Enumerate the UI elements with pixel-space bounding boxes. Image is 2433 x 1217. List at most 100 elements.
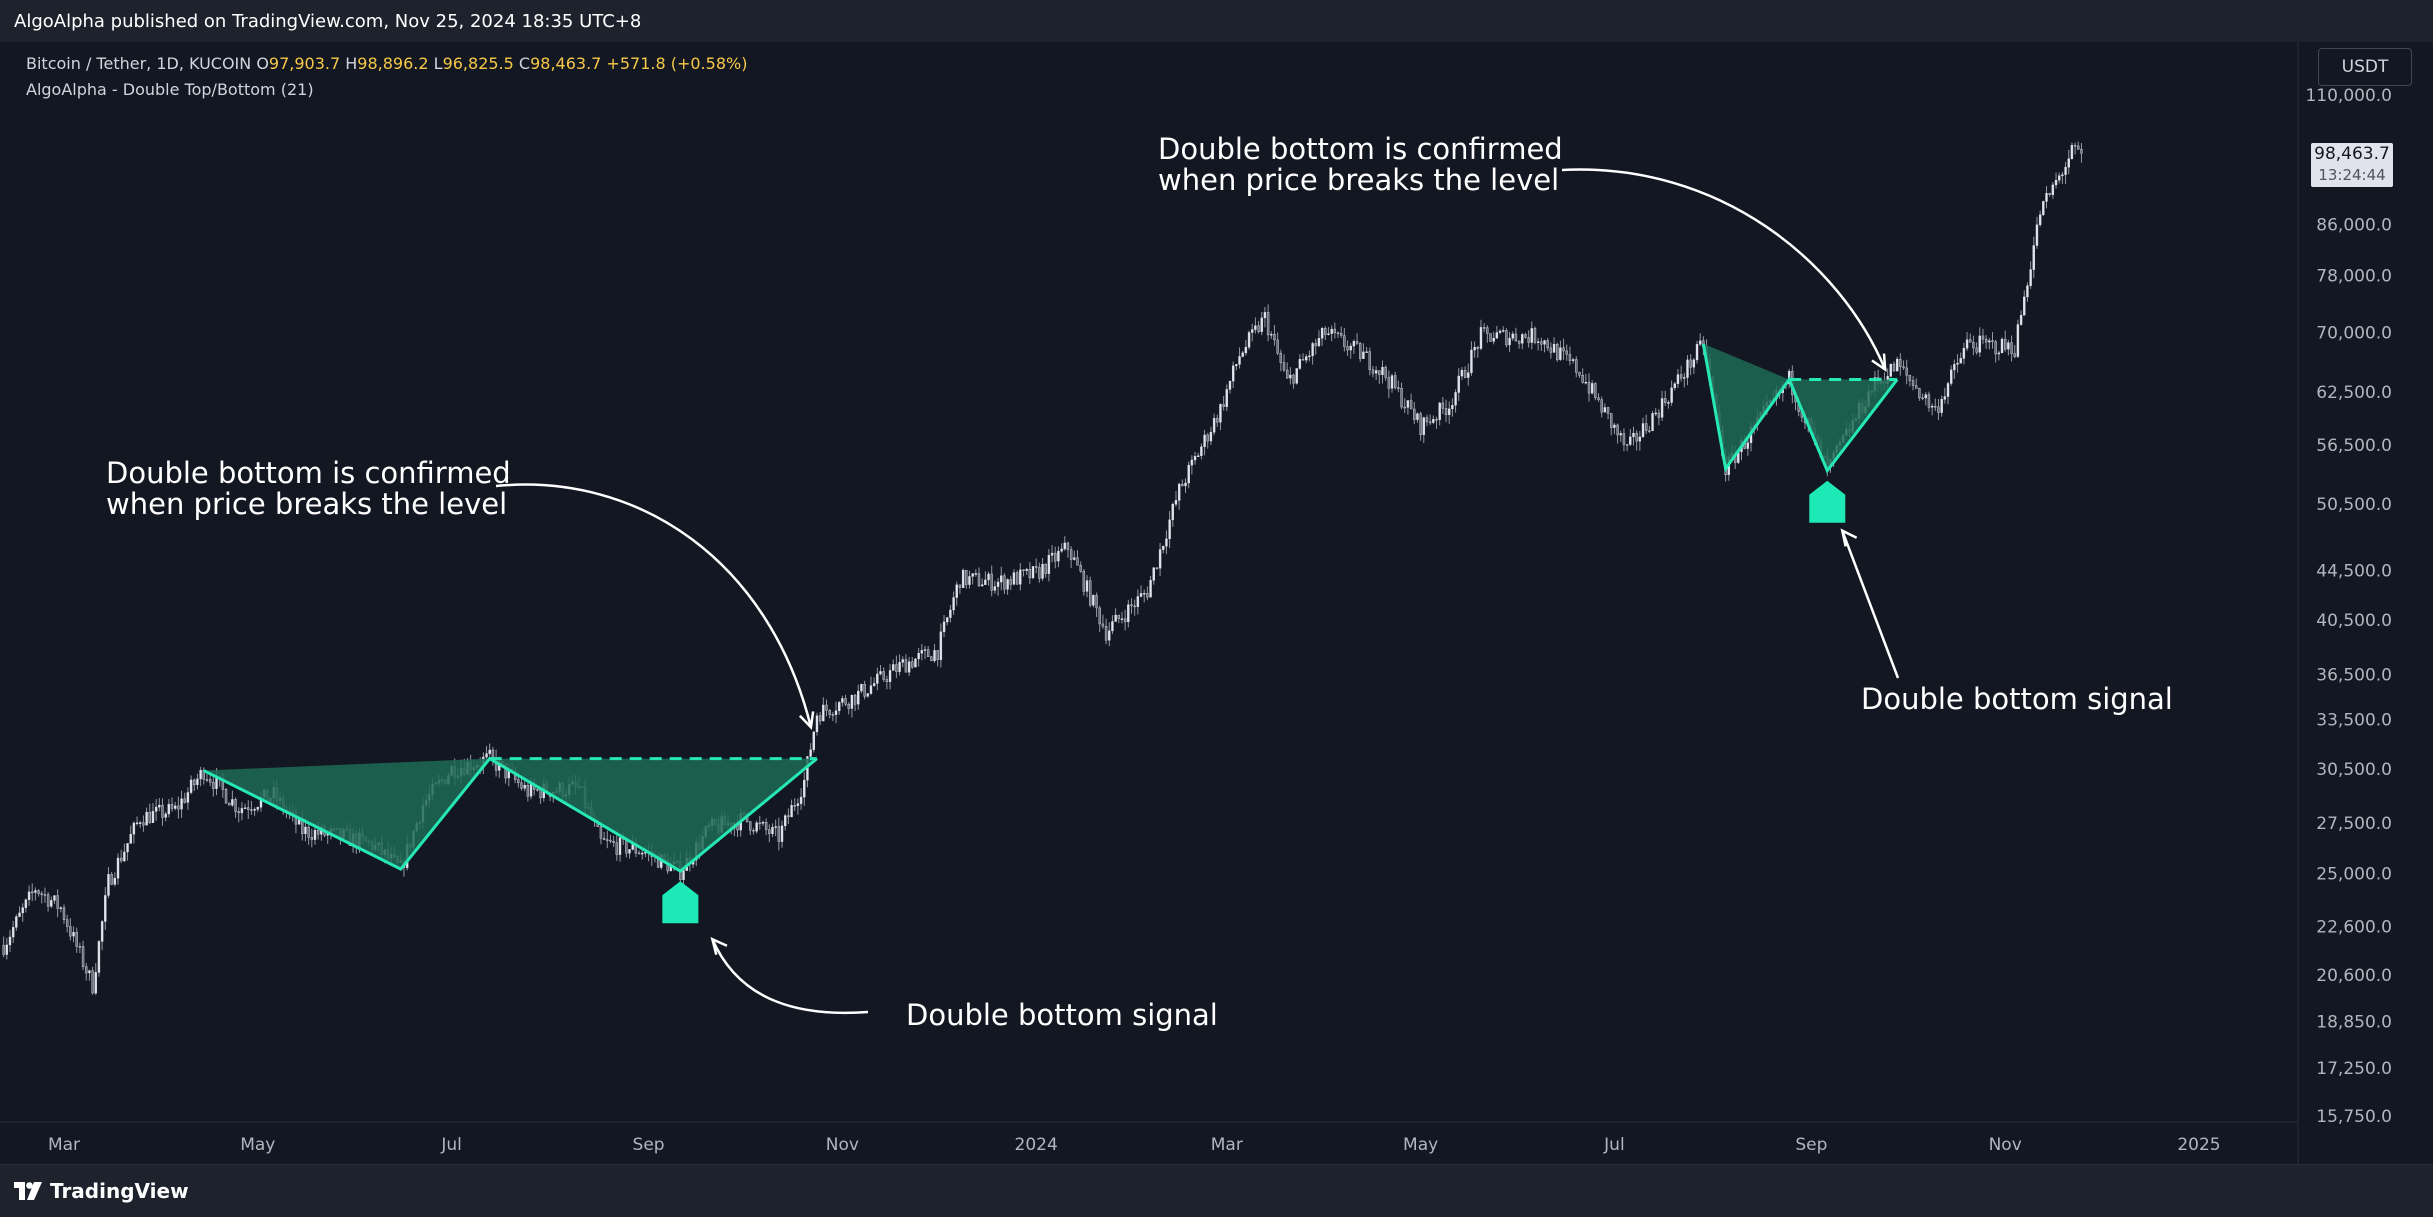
confirm-right-line2: when price breaks the level (1158, 163, 1560, 197)
candle (1104, 618, 1108, 645)
x-tick-label: Mar (48, 1135, 80, 1155)
y-tick-label: 56,500.0 (2316, 436, 2392, 456)
candle (971, 573, 974, 585)
candle (1308, 350, 1311, 362)
footer-bar: TradingView (0, 1164, 2433, 1217)
candle (183, 792, 186, 804)
candle (1289, 367, 1292, 385)
candle (1406, 400, 1410, 415)
candle (796, 798, 800, 815)
candle (1950, 365, 1953, 386)
double-bottom-signal-marker[interactable] (1809, 480, 1846, 523)
confirm-left-line2: when price breaks the level (106, 487, 508, 521)
candle (1943, 387, 1947, 404)
candle (1095, 592, 1098, 617)
annotation-arrows (495, 168, 1900, 1015)
candle (1108, 622, 1111, 647)
candle (158, 797, 161, 812)
candle (1158, 542, 1162, 577)
candle (1197, 452, 1200, 457)
candle (1965, 332, 1969, 352)
candle (91, 966, 94, 995)
candle (857, 684, 860, 710)
candle (1378, 370, 1381, 384)
candle (1365, 347, 1368, 353)
candle (1292, 373, 1295, 389)
candle (1556, 342, 1559, 362)
candle (901, 656, 904, 668)
candle (1085, 575, 1089, 598)
candle (1559, 340, 1562, 361)
candle (212, 775, 215, 797)
candle (780, 820, 784, 848)
candle (1015, 570, 1019, 585)
candle (31, 883, 34, 902)
candle (828, 709, 831, 719)
symbol-legend[interactable]: Bitcoin / Tether, 1D, KUCOIN O97,903.7 H… (26, 54, 747, 73)
candle (841, 695, 844, 707)
candle (949, 605, 952, 623)
candle (1895, 356, 1899, 372)
indicator-legend[interactable]: AlgoAlpha - Double Top/Bottom (21) (26, 80, 314, 99)
candle (1524, 332, 1527, 339)
candle (1470, 341, 1473, 376)
candle (174, 801, 177, 811)
chart-area[interactable] (0, 42, 2433, 1164)
candle (310, 828, 313, 848)
y-tick-label: 110,000.0 (2305, 86, 2392, 106)
candle (1930, 403, 1934, 416)
candle (869, 676, 873, 695)
candle (936, 650, 939, 667)
candle (1193, 451, 1197, 465)
candle (307, 824, 310, 845)
last-price-value: 98,463.7 (2314, 144, 2390, 164)
candle (1489, 333, 1492, 342)
candle (1416, 412, 1419, 423)
candle (863, 680, 866, 700)
double-bottom-signal-marker[interactable] (662, 881, 699, 924)
tradingview-logo[interactable]: TradingView (14, 1179, 189, 1203)
candle (2064, 161, 2067, 184)
candle (1438, 401, 1441, 426)
y-tick-label: 22,600.0 (2316, 917, 2392, 937)
candle (752, 828, 755, 835)
candle (965, 569, 968, 589)
candle (34, 887, 37, 901)
candle (1597, 393, 1600, 402)
candle (1082, 569, 1086, 596)
currency-button[interactable]: USDT (2318, 48, 2412, 86)
candle (256, 806, 259, 812)
candle (1025, 567, 1028, 575)
candle (145, 807, 148, 826)
price-chart[interactable]: 110,000.0 86,000.0 78,000.0 70,000.0 62,500.… (0, 42, 2433, 1164)
candle (834, 701, 838, 724)
candle (1301, 353, 1305, 361)
candle (609, 834, 612, 844)
candle (2035, 216, 2039, 249)
tradingview-brand: TradingView (50, 1179, 189, 1203)
y-axis-ticks[interactable]: 110,000.0 86,000.0 78,000.0 70,000.0 62,500.… (2305, 86, 2392, 1127)
candle (1619, 430, 1622, 442)
candle (939, 623, 943, 668)
candle (1422, 416, 1425, 444)
change-value: +571.8 (+0.58%) (606, 54, 748, 73)
candle (1638, 430, 1642, 451)
candle (1127, 599, 1130, 628)
candle (148, 803, 151, 824)
candle (59, 906, 63, 913)
candle (1648, 426, 1651, 434)
candle (1651, 410, 1654, 432)
candle (1533, 326, 1537, 345)
candle (831, 711, 835, 722)
x-tick-label: 2025 (2177, 1135, 2220, 1155)
candle (1991, 332, 1994, 349)
candle (2, 936, 5, 958)
candle (234, 797, 237, 818)
candle (1972, 335, 1975, 356)
candle (1479, 319, 1483, 351)
x-axis-ticks[interactable]: Mar May Jul Sep Nov 2024 Mar May Jul Sep Nov 2025 (48, 1135, 2221, 1155)
candle (123, 843, 126, 863)
candle (536, 787, 539, 792)
candle (43, 887, 47, 903)
candle (1035, 558, 1038, 574)
